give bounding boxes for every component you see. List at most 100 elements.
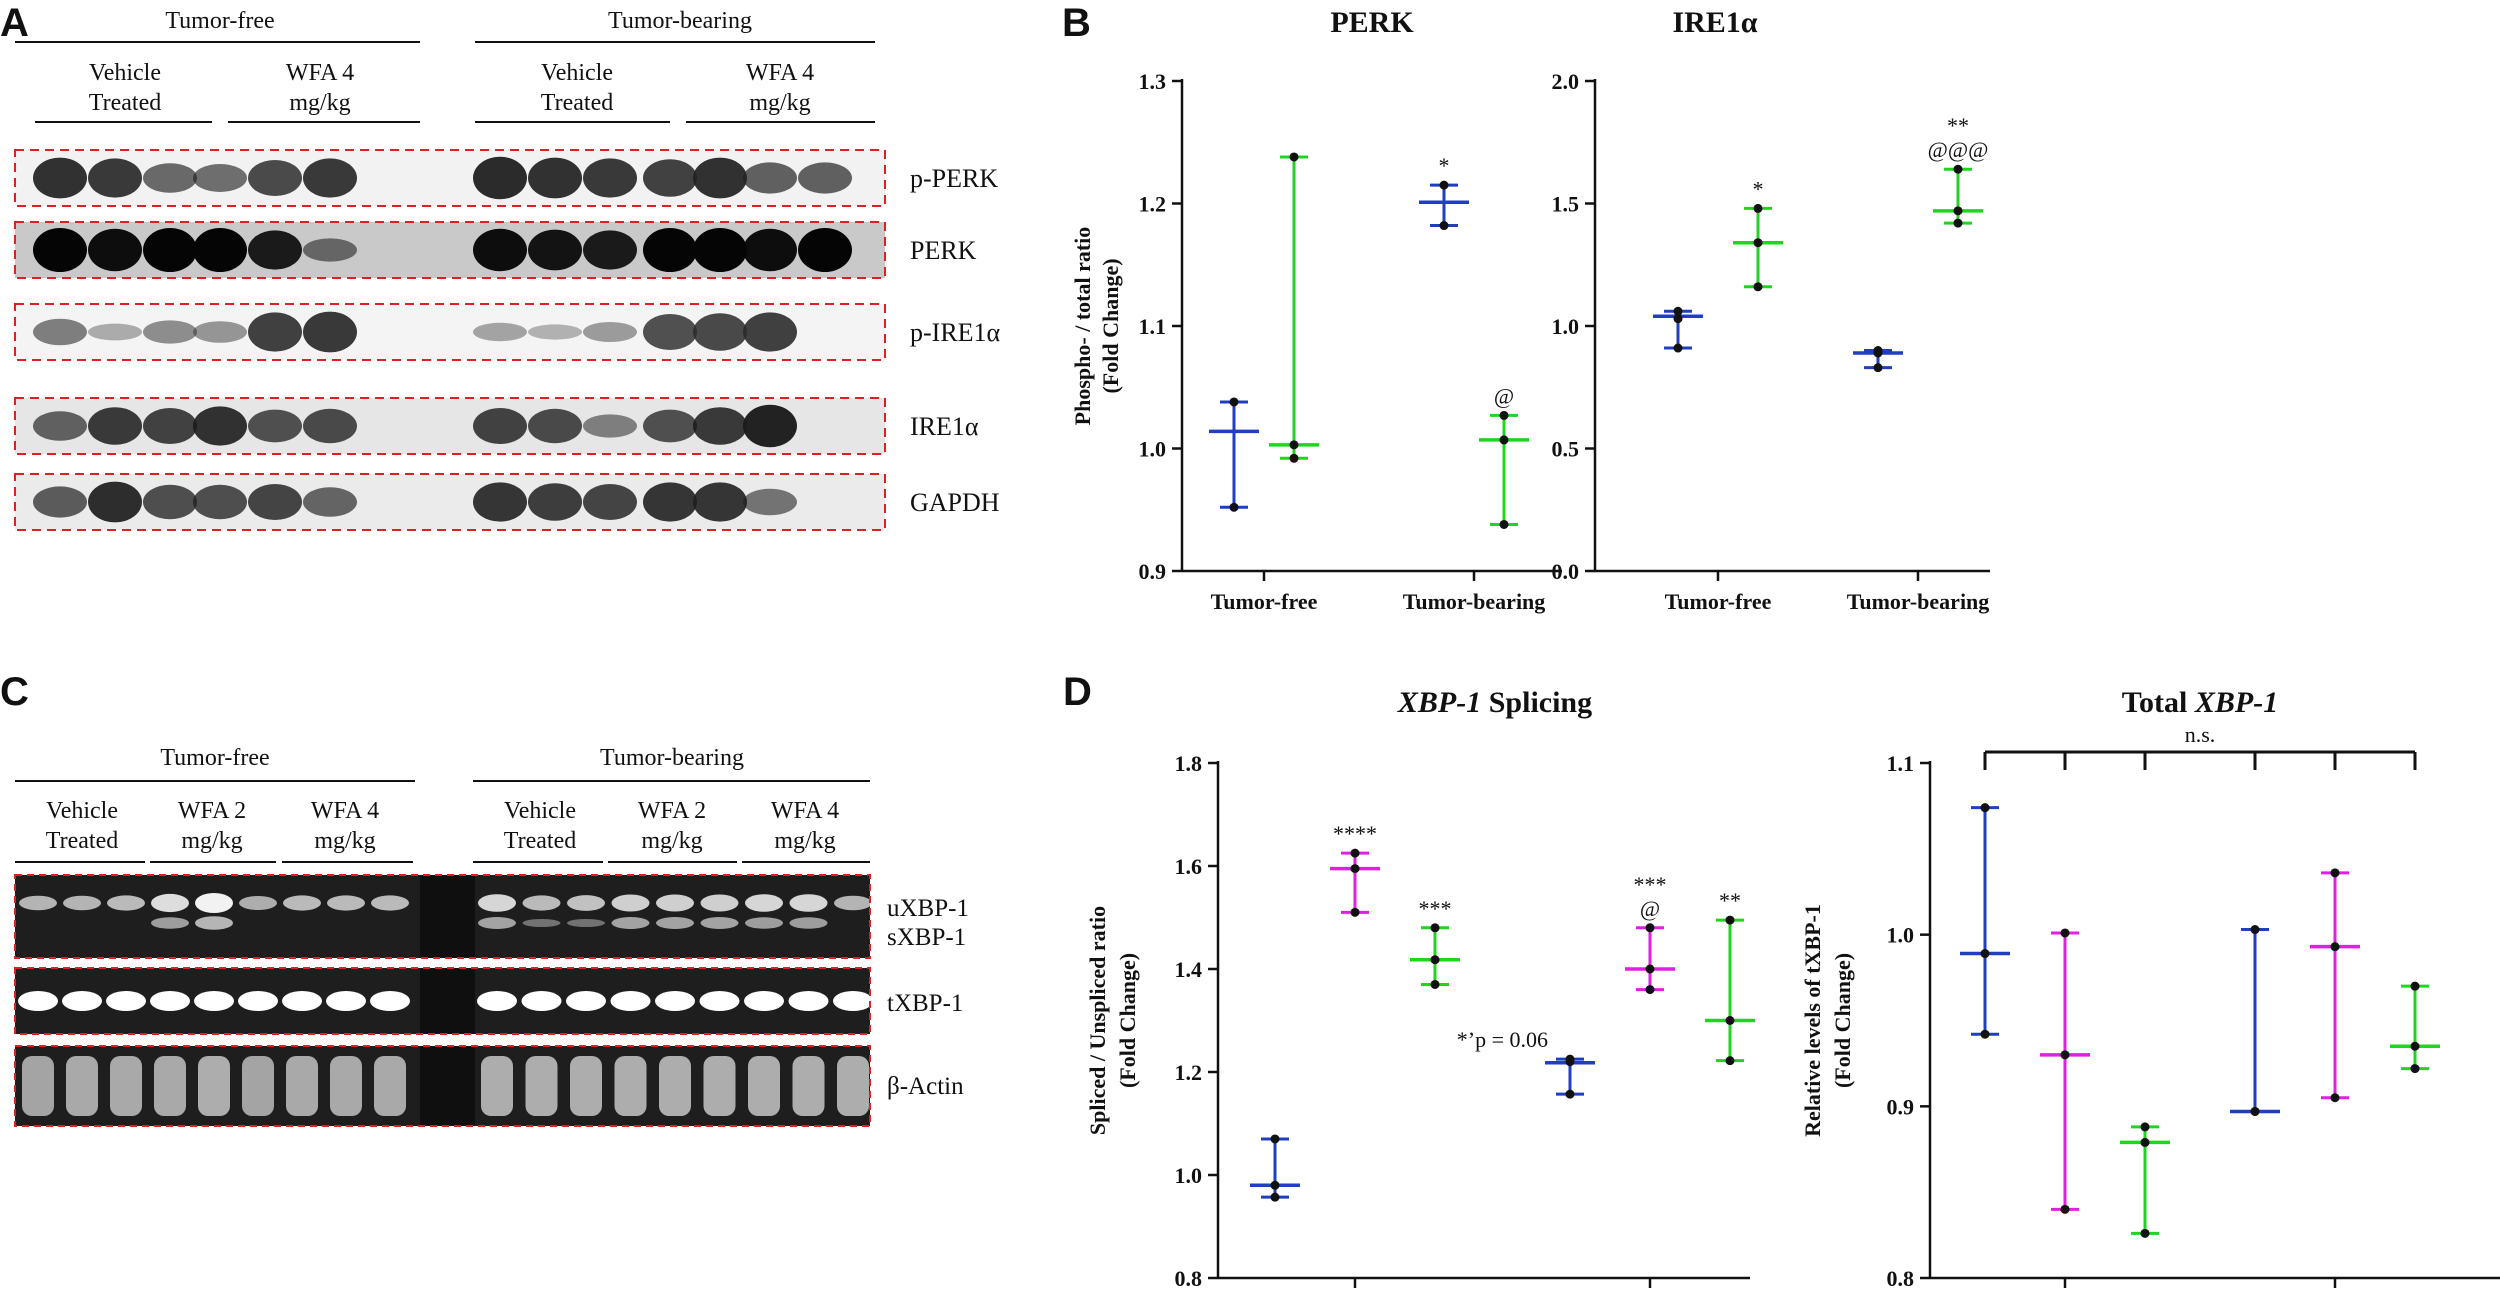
- blot-band: [643, 482, 697, 522]
- data-point: [1873, 363, 1883, 373]
- y-tick-label: 1.4: [1175, 957, 1203, 982]
- gel-band-txbp1: [194, 991, 234, 1011]
- blot-band: [583, 230, 637, 270]
- gel-band-actin: [837, 1056, 869, 1116]
- subgroup-label: Treated: [89, 90, 161, 116]
- gel-band-actin: [66, 1056, 98, 1116]
- y-tick-label: 0.9: [1139, 559, 1167, 584]
- blot-band: [33, 411, 87, 441]
- blot-band: [693, 407, 747, 445]
- significance-annotation: ***: [1419, 896, 1452, 921]
- subgroup-label: Vehicle: [89, 60, 161, 86]
- y-tick-label: 0.9: [1887, 1094, 1915, 1119]
- y-axis-label: Spliced / Unspliced ratio: [1085, 906, 1110, 1135]
- y-tick-label: 1.8: [1175, 751, 1203, 776]
- data-point: [1499, 410, 1509, 420]
- gel-band-actin: [198, 1056, 230, 1116]
- significance-annotation: *: [1753, 176, 1764, 201]
- blot-band: [193, 406, 247, 446]
- gel-band-sxbp1: [611, 917, 650, 929]
- blot-band: [693, 157, 747, 199]
- gel-band-uxbp1: [107, 895, 145, 911]
- blot-band: [743, 312, 797, 352]
- subgroup-label: mg/kg: [289, 90, 350, 116]
- data-point: [2250, 925, 2260, 935]
- x-tick-label: Tumor-free: [1665, 589, 1772, 614]
- y-tick-label: 1.1: [1887, 751, 1915, 776]
- chart-ire1a: IRE1α 0.0 0.5 1.0 1.5 2.0 Tumor-free Tumor-bear…: [1552, 6, 1990, 614]
- blot-band: [193, 228, 247, 272]
- blot-band: [143, 228, 197, 272]
- data-point: [1645, 985, 1655, 995]
- data-point: [1725, 1056, 1735, 1066]
- subgroup-label: WFA 2: [178, 798, 246, 824]
- data-point: [1289, 152, 1299, 162]
- gel-band-uxbp1: [700, 894, 739, 912]
- blot-band: [743, 404, 797, 448]
- data-point: [2410, 1064, 2420, 1074]
- data-point: [1980, 803, 1990, 813]
- y-axis-label: (Fold Change): [1830, 953, 1855, 1088]
- x-tick-label: Tumor-bearing: [1847, 589, 1990, 614]
- gel-band-sxbp1: [567, 919, 605, 927]
- data-point: [1229, 397, 1239, 407]
- charts: PERK 0.9 1.0 1.1 1.2 1.3 Tumor-free Tumor-beari…: [1070, 6, 2500, 1297]
- gel-gap: [420, 968, 475, 1034]
- gel-band-sxbp1: [151, 917, 189, 929]
- data-point: [2060, 1050, 2070, 1060]
- data-point: [2410, 1041, 2420, 1051]
- data-point: [1753, 238, 1763, 248]
- gel-label: tXBP-1: [887, 990, 963, 1017]
- blot-band: [248, 484, 302, 520]
- panel-a-headers: Tumor-free Tumor-bearing Vehicle Treated…: [15, 8, 875, 123]
- blot-band: [473, 482, 527, 522]
- data-point: [1565, 1054, 1575, 1064]
- subgroup-label: WFA 4: [771, 798, 839, 824]
- data-point: [1499, 435, 1509, 445]
- data-point: [1645, 964, 1655, 974]
- chart-perk: PERK 0.9 1.0 1.1 1.2 1.3 Tumor-free Tumor-beari…: [1070, 6, 1562, 614]
- y-axis-label: (Fold Change): [1115, 953, 1140, 1088]
- subgroup-label: WFA 4: [311, 798, 379, 824]
- subgroup-label: Vehicle: [46, 798, 118, 824]
- gel-band-txbp1: [18, 991, 58, 1011]
- gel-band-actin: [748, 1056, 780, 1116]
- data-point: [1430, 955, 1440, 965]
- gel-band-txbp1: [699, 991, 740, 1011]
- data-point: [1430, 979, 1440, 989]
- blot-frame: [14, 221, 886, 279]
- blot-band: [193, 164, 247, 192]
- blot-label: GAPDH: [910, 488, 1000, 517]
- group-header-tumor-bearing: Tumor-bearing: [600, 745, 744, 771]
- gel-band-actin: [570, 1056, 602, 1116]
- subgroup-label: mg/kg: [749, 90, 810, 116]
- chart-total-xbp1: Total XBP-10.80.91.01.1Tumor-freeTumor-b…: [1800, 686, 2500, 1297]
- y-axis-label: Relative levels of tXBP-1: [1800, 904, 1825, 1137]
- data-point: [1270, 1192, 1280, 1202]
- gel-band-sxbp1: [195, 916, 233, 930]
- data-point: [1753, 203, 1763, 213]
- data-point: [2140, 1228, 2150, 1238]
- y-tick-label: 0.8: [1887, 1266, 1915, 1291]
- subgroup-label: Treated: [504, 828, 576, 854]
- western-blot-panel: p-PERK PERK p-IRE1α IRE1α GAPDH: [14, 149, 1001, 531]
- group-header-tumor-free: Tumor-free: [160, 745, 269, 771]
- gel-band-txbp1: [610, 991, 651, 1011]
- subgroup-label: mg/kg: [774, 828, 835, 854]
- blot-band: [303, 311, 357, 353]
- gel-band-actin: [110, 1056, 142, 1116]
- data-point: [1499, 519, 1509, 529]
- x-tick-label: Tumor-free: [1211, 589, 1318, 614]
- chart-title: XBP-1 Splicing: [1397, 686, 1592, 719]
- gel-band-actin: [614, 1056, 647, 1116]
- significance-annotation: ***: [1634, 872, 1667, 897]
- gel-band-uxbp1: [745, 894, 783, 912]
- blot-band: [248, 409, 302, 443]
- gel-band-sxbp1: [656, 917, 694, 929]
- blot-band: [193, 321, 247, 343]
- gel-band-uxbp1: [239, 896, 277, 910]
- data-point: [1725, 1016, 1735, 1025]
- data-point: [2140, 1122, 2150, 1132]
- data-point: [1980, 949, 1990, 959]
- blot-band: [528, 229, 582, 271]
